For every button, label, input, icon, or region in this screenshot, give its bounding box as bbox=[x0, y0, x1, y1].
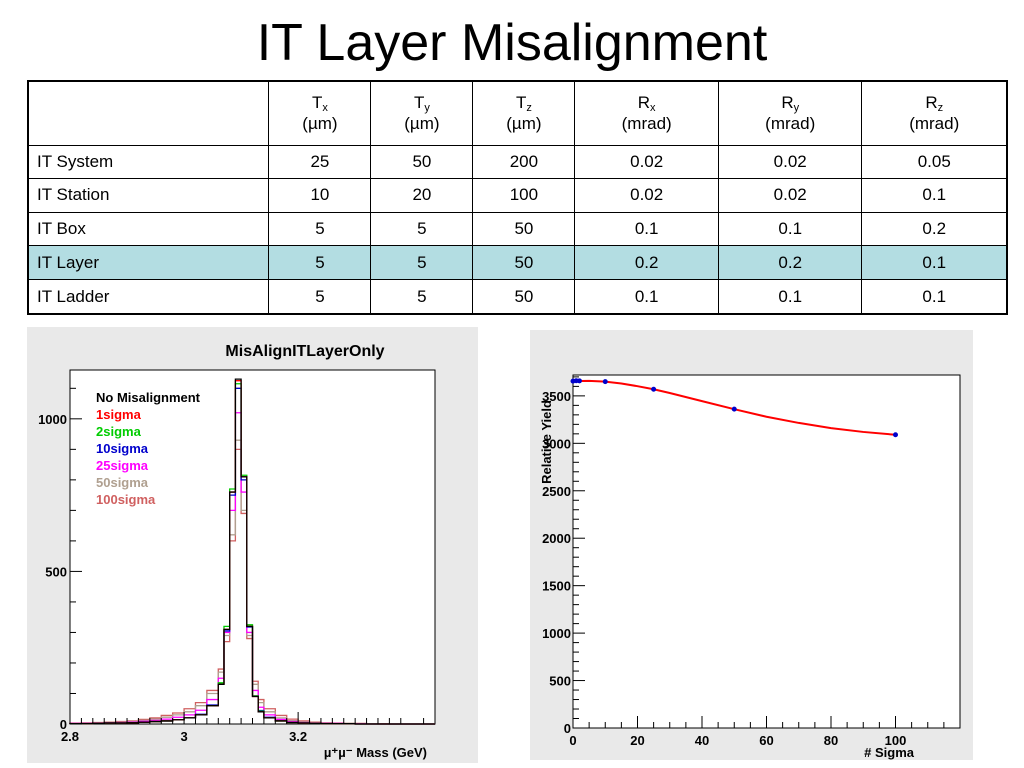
table-cell: 25 bbox=[268, 144, 372, 180]
data-point bbox=[893, 432, 898, 438]
table-cell: 0.1 bbox=[717, 211, 863, 247]
histogram-legend: No Misalignment 1sigma 2sigma 10sigma 25sigm… bbox=[96, 390, 201, 507]
legend-entry: 100sigma bbox=[96, 492, 156, 507]
table-cell: 0.02 bbox=[574, 144, 719, 180]
row-label: IT Station bbox=[27, 178, 270, 213]
table-cell: 20 bbox=[370, 178, 474, 213]
table-cell: 0.1 bbox=[574, 211, 719, 247]
row-label: IT Ladder bbox=[27, 279, 270, 315]
table-cell: 10 bbox=[268, 178, 372, 213]
table-cell: 5 bbox=[370, 245, 474, 280]
row-label: IT Layer bbox=[27, 245, 270, 280]
table-cell: 0.1 bbox=[861, 245, 1008, 280]
x-tick-label: 100 bbox=[885, 733, 907, 748]
table-row: IT System 25 50 200 0.02 0.02 0.05 bbox=[27, 144, 1008, 180]
alignment-parameters-table: Tx (µm) Ty (µm) Tz (µm) Rx (mrad) Ry (mrad) R… bbox=[27, 80, 1008, 315]
y-tick-label: 1500 bbox=[542, 579, 571, 594]
y-tick-label: 0 bbox=[564, 721, 571, 736]
x-tick-label: 3.2 bbox=[289, 729, 307, 744]
histogram-panel: MisAlignITLayerOnly 0 500 1000 2.8 3 3.2 No M… bbox=[27, 327, 478, 763]
chart-title: MisAlignITLayerOnly bbox=[225, 343, 384, 360]
y-tick-label: 1000 bbox=[38, 412, 67, 427]
table-cell: 0.05 bbox=[861, 144, 1008, 180]
y-tick-label: 1000 bbox=[542, 626, 571, 641]
x-tick-label: 3 bbox=[180, 729, 187, 744]
y-tick-label: 3000 bbox=[542, 436, 571, 451]
yield-axes: 0 500 1000 1500 2000 2500 3000 3500 0 20 40 60 80 100 bbox=[542, 376, 945, 748]
col-header: Ty (µm) bbox=[370, 80, 474, 146]
table-corner-cell bbox=[27, 80, 270, 146]
x-tick-label: 2.8 bbox=[61, 729, 79, 744]
mass-histogram-chart: MisAlignITLayerOnly 0 500 1000 2.8 3 3.2 No M… bbox=[38, 343, 436, 760]
table-cell: 5 bbox=[268, 279, 372, 315]
table-cell: 0.02 bbox=[717, 178, 863, 213]
x-axis-label: # Sigma bbox=[864, 745, 915, 760]
x-tick-label: 0 bbox=[569, 733, 576, 748]
table-cell: 50 bbox=[472, 279, 576, 315]
x-tick-label: 80 bbox=[824, 733, 838, 748]
table-cell: 0.2 bbox=[861, 211, 1008, 247]
table-cell: 0.2 bbox=[717, 245, 863, 280]
data-point bbox=[602, 379, 608, 385]
legend-entry: No Misalignment bbox=[96, 390, 201, 405]
table-cell: 200 bbox=[472, 144, 576, 180]
table-cell: 50 bbox=[472, 245, 576, 280]
col-header: Tz (µm) bbox=[472, 80, 576, 146]
table-row: IT Box 5 5 50 0.1 0.1 0.2 bbox=[27, 211, 1008, 247]
y-axis-label: Relative Yield bbox=[539, 400, 554, 484]
y-tick-label: 0 bbox=[60, 717, 67, 732]
col-header: Tx (µm) bbox=[268, 80, 372, 146]
table-row: IT Ladder 5 5 50 0.1 0.1 0.1 bbox=[27, 279, 1008, 315]
data-point bbox=[651, 386, 657, 392]
row-label: IT Box bbox=[27, 211, 270, 247]
x-tick-label: 40 bbox=[695, 733, 709, 748]
x-tick-label: 20 bbox=[630, 733, 644, 748]
table-cell: 0.02 bbox=[574, 178, 719, 213]
table-cell: 50 bbox=[472, 211, 576, 247]
yield-panel: 0 500 1000 1500 2000 2500 3000 3500 0 20 40 60 80 100… bbox=[530, 330, 973, 760]
table-cell: 0.1 bbox=[717, 279, 863, 315]
table-cell: 5 bbox=[268, 245, 372, 280]
y-tick-label: 2500 bbox=[542, 484, 571, 499]
legend-entry: 10sigma bbox=[96, 441, 149, 456]
y-tick-label: 500 bbox=[45, 564, 67, 579]
table-row-highlighted: IT Layer 5 5 50 0.2 0.2 0.1 bbox=[27, 245, 1008, 280]
table-row: IT Station 10 20 100 0.02 0.02 0.1 bbox=[27, 178, 1008, 213]
legend-entry: 50sigma bbox=[96, 475, 149, 490]
row-label: IT System bbox=[27, 144, 270, 180]
y-tick-label: 500 bbox=[549, 674, 571, 689]
table-cell: 0.02 bbox=[717, 144, 863, 180]
relative-yield-chart: 0 500 1000 1500 2000 2500 3000 3500 0 20 40 60 80 100… bbox=[539, 374, 961, 760]
table-cell: 0.1 bbox=[861, 279, 1008, 315]
data-point bbox=[576, 378, 582, 384]
x-axis-label: µ⁺µ⁻ Mass (GeV) bbox=[324, 745, 427, 760]
col-header: Ry (mrad) bbox=[717, 80, 863, 146]
yield-series-group bbox=[570, 378, 898, 438]
legend-entry: 2sigma bbox=[96, 424, 142, 439]
y-tick-label: 2000 bbox=[542, 531, 571, 546]
table-cell: 0.1 bbox=[574, 279, 719, 315]
col-header: Rx (mrad) bbox=[574, 80, 719, 146]
plot-area bbox=[572, 374, 961, 729]
table-header-row: Tx (µm) Ty (µm) Tz (µm) Rx (mrad) Ry (mrad) R… bbox=[27, 80, 1008, 146]
col-header: Rz (mrad) bbox=[861, 80, 1008, 146]
table-cell: 0.2 bbox=[574, 245, 719, 280]
table-cell: 50 bbox=[370, 144, 474, 180]
y-tick-label: 3500 bbox=[542, 389, 571, 404]
legend-entry: 25sigma bbox=[96, 458, 149, 473]
table-cell: 5 bbox=[370, 279, 474, 315]
histogram-axes: 0 500 1000 2.8 3 3.2 bbox=[38, 387, 425, 744]
table-cell: 100 bbox=[472, 178, 576, 213]
x-tick-label: 60 bbox=[759, 733, 773, 748]
slide-title: IT Layer Misalignment bbox=[256, 14, 768, 72]
fit-curve bbox=[572, 379, 896, 436]
table-cell: 0.1 bbox=[861, 178, 1008, 213]
table-cell: 5 bbox=[370, 211, 474, 247]
table-cell: 5 bbox=[268, 211, 372, 247]
data-point bbox=[731, 406, 737, 412]
legend-entry: 1sigma bbox=[96, 407, 142, 422]
